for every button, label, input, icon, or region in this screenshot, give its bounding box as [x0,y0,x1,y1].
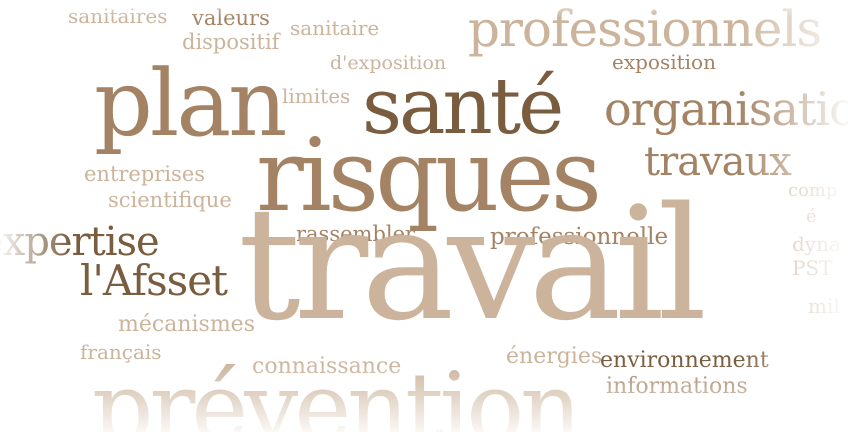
word-travail: travail [238,173,707,355]
word-professionnels: professionnels [468,0,822,58]
word-dispositif: dispositif [182,30,280,54]
word-francais: français [80,340,162,364]
word-entreprises: entreprises [84,162,206,186]
word-prevention: prévention [92,352,582,432]
word-mecanismes: mécanismes [118,312,255,337]
word-dyna: dyna [792,232,841,256]
word-comp: comp [788,180,838,201]
word-plan: plan [94,50,287,157]
word-pst: PST [792,256,833,280]
word-rassembler: rassembler [296,222,416,246]
word-mil: mil [808,294,840,318]
word-sanitaires: sanitaires [68,4,168,28]
word-limites: limites [282,84,351,108]
word-valeurs: valeurs [192,6,270,30]
word-scientifique: scientifique [108,188,232,212]
left-fade-overlay [0,0,70,432]
word-environnement: environnement [600,348,769,373]
word-sante: santé [362,62,564,152]
word-risques: risques [256,117,602,234]
word-professionnelle: professionnelle [490,224,669,250]
word-e-fragment: é [806,206,817,227]
word-informations: informations [606,374,748,399]
word-afsset: l'Afsset [80,256,228,305]
word-d-exposition: d'exposition [330,52,447,74]
word-sanitaire: sanitaire [290,16,380,40]
word-organisation: organisation [604,82,848,136]
word-exposition: exposition [612,50,716,74]
